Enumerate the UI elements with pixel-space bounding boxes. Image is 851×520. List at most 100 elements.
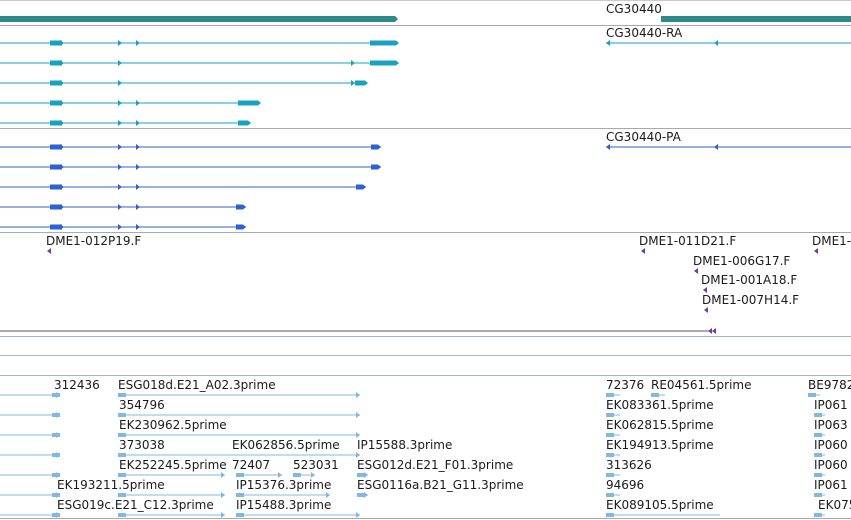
transcript-exon (50, 120, 62, 126)
est-label[interactable]: 313626 (606, 458, 652, 472)
gene-bar (0, 16, 398, 22)
clone-label[interactable]: DME1-007H14.F (702, 293, 799, 307)
est-block (236, 513, 244, 517)
clone-label[interactable]: DME1-001A18.F (701, 273, 797, 287)
protein-arrow (606, 144, 610, 150)
est-block (118, 413, 126, 417)
transcript-arrow (118, 60, 122, 66)
est-block (118, 513, 126, 517)
est-arrow (56, 412, 60, 418)
protein-arrow (118, 164, 122, 170)
est-label[interactable]: EK230962.5prime (119, 418, 227, 432)
protein-arrow (60, 164, 64, 170)
est-label[interactable]: 523031 (293, 458, 339, 472)
protein-arrow (60, 144, 64, 150)
clone-marker (814, 248, 818, 254)
est-label[interactable]: IP061 (814, 398, 848, 412)
est-arrow (56, 512, 60, 518)
est-label[interactable]: IP060 (814, 438, 848, 452)
transcript-exon (238, 100, 261, 106)
est-label[interactable]: IP060 (814, 458, 848, 472)
protein-label[interactable]: CG30440-PA (606, 130, 682, 144)
protein-exon (371, 164, 381, 170)
protein-arrow (136, 204, 140, 210)
est-block (814, 413, 822, 417)
est-arrow (356, 452, 360, 458)
est-label[interactable]: ESG0116a.B21_G11.3prime (357, 478, 524, 492)
transcript-exon (355, 80, 368, 86)
est-label[interactable]: 72407 (232, 458, 270, 472)
protein-arrow (118, 224, 122, 230)
feature-labels: CG30440 CG30440-RA CG30440-PA DME1-012P1… (46, 2, 851, 512)
est-arrow (364, 492, 368, 498)
transcript-arrow (714, 40, 718, 46)
est-block (606, 433, 614, 437)
protein-exon (50, 224, 62, 230)
est-block (236, 493, 244, 497)
est-block (808, 393, 816, 397)
est-arrow (221, 492, 225, 498)
est-label[interactable]: EK089105.5prime (606, 498, 714, 512)
transcript-label[interactable]: CG30440-RA (606, 26, 683, 40)
est-label[interactable]: EK252245.5prime (119, 458, 227, 472)
clone-label[interactable]: DME1-011D21.F (639, 234, 736, 248)
est-label[interactable]: EK193211.5prime (57, 478, 165, 492)
clone-marker (703, 287, 707, 293)
est-block (357, 473, 365, 477)
est-label[interactable]: IP15488.3prime (236, 498, 331, 512)
est-label[interactable]: ESG012d.E21_F01.3prime (357, 458, 513, 472)
clone-label[interactable]: DME1-006G17.F (693, 254, 790, 268)
est-label[interactable]: BE9782 (808, 378, 851, 392)
est-label[interactable]: IP061 (814, 478, 848, 492)
protein-arrow (136, 184, 140, 190)
transcript-exon (50, 40, 62, 46)
est-block (814, 453, 822, 457)
clone-label[interactable]: DME1- (812, 234, 851, 248)
est-label[interactable]: IP15588.3prime (357, 438, 452, 452)
est-label[interactable]: 94696 (606, 478, 644, 492)
clone-label[interactable]: DME1-012P19.F (46, 234, 141, 248)
transcript-arrow (351, 80, 355, 86)
est-label[interactable]: ESG018d.E21_A02.3prime (118, 378, 276, 392)
protein-arrow (60, 184, 64, 190)
transcript-arrow (136, 120, 140, 126)
est-label[interactable]: 373038 (119, 438, 165, 452)
clone-marker (641, 248, 645, 254)
transcript-arrow (118, 40, 122, 46)
transcript-arrow (60, 60, 64, 66)
protein-arrow (118, 184, 122, 190)
clone-marker (712, 328, 716, 334)
protein-exon (50, 144, 62, 150)
est-label[interactable]: EK062815.5prime (606, 418, 714, 432)
est-block (293, 473, 301, 477)
est-arrow (56, 452, 60, 458)
est-arrow (56, 492, 60, 498)
est-label[interactable]: 312436 (54, 378, 100, 392)
transcript-arrow (60, 100, 64, 106)
clone-marker (704, 307, 708, 313)
transcript-arrow (118, 100, 122, 106)
transcript-exon (50, 100, 62, 106)
protein-arrow (60, 204, 64, 210)
est-block (118, 473, 126, 477)
est-block (357, 493, 365, 497)
est-label[interactable]: EK075 (818, 498, 851, 512)
est-label[interactable]: ESG019c.E21_C12.3prime (57, 498, 214, 512)
gene-label[interactable]: CG30440 (606, 2, 662, 16)
protein-arrow (118, 144, 122, 150)
est-label[interactable]: RE04561.5prime (651, 378, 752, 392)
est-label[interactable]: IP063 (814, 418, 848, 432)
est-label[interactable]: 72376 (606, 378, 644, 392)
transcript-exon (238, 120, 251, 126)
clone-marker (708, 328, 712, 334)
est-label[interactable]: EK062856.5prime (232, 438, 340, 452)
est-label[interactable]: IP15376.3prime (236, 478, 331, 492)
transcript-arrow (136, 100, 140, 106)
est-label[interactable]: EK194913.5prime (606, 438, 714, 452)
est-label[interactable]: 354796 (119, 398, 165, 412)
est-arrow (221, 472, 225, 478)
est-block (606, 513, 614, 517)
est-arrow (278, 472, 282, 478)
est-label[interactable]: EK083361.5prime (606, 398, 714, 412)
